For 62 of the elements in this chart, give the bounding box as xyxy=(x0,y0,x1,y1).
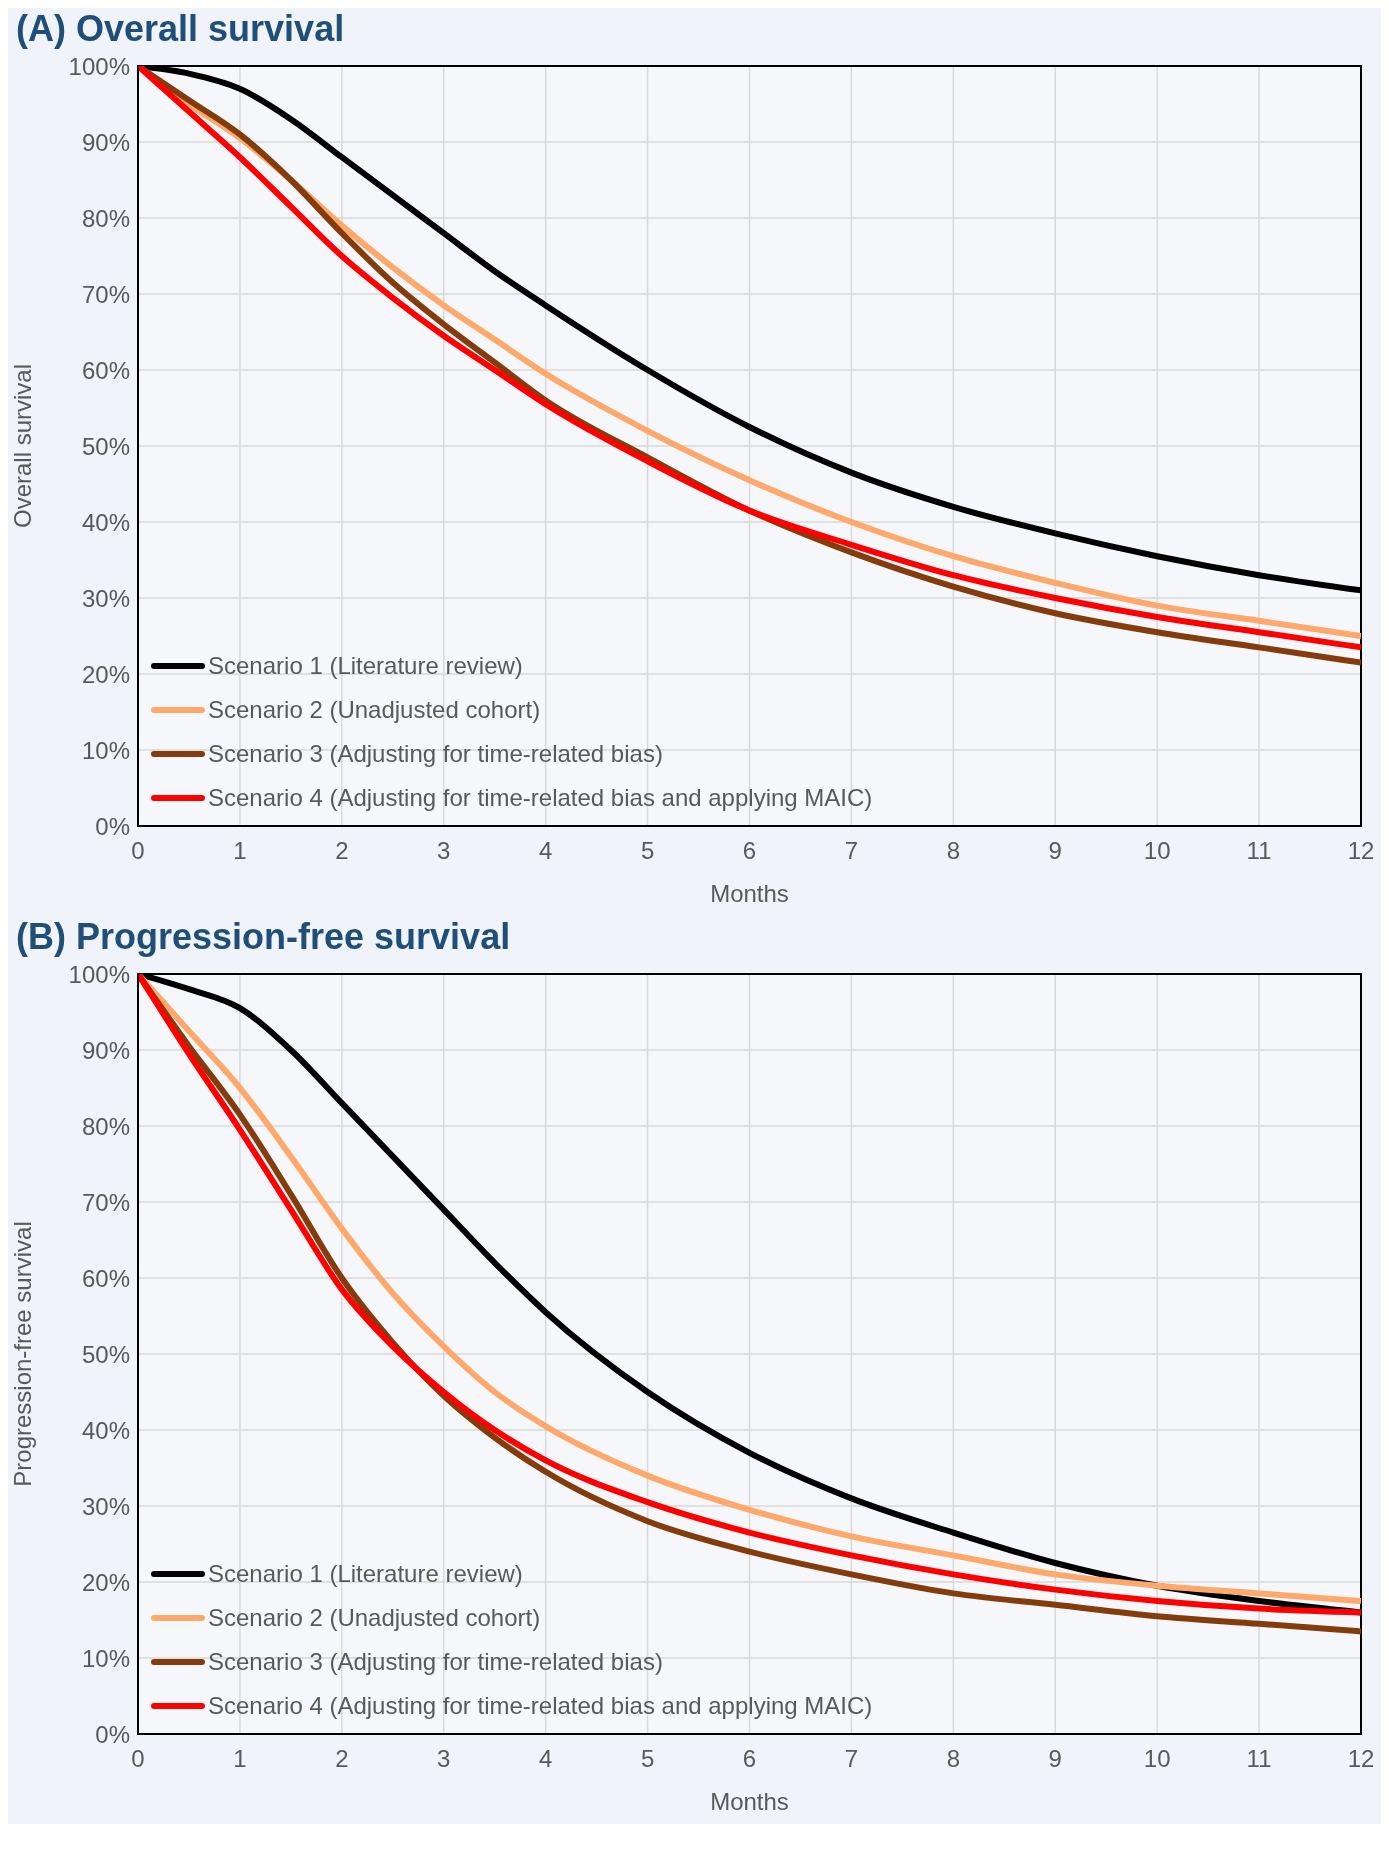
x-tick-label: 9 xyxy=(1048,837,1062,865)
y-tick-label: 30% xyxy=(81,584,130,612)
legend-label: Scenario 3 (Adjusting for time-related bias) xyxy=(208,739,663,769)
y-tick-label: 100% xyxy=(68,52,130,80)
y-tick-label: 100% xyxy=(68,960,130,988)
x-tick-label: 2 xyxy=(335,1745,349,1773)
y-tick-label: 70% xyxy=(81,1188,130,1216)
x-tick-label: 6 xyxy=(742,1745,757,1773)
y-axis-title: Overall survival xyxy=(8,363,36,529)
y-tick-label: 90% xyxy=(81,128,130,156)
y-tick-label: 60% xyxy=(81,1264,130,1292)
legend-label: Scenario 3 (Adjusting for time-related bias) xyxy=(208,1647,663,1677)
x-tick-label: 12 xyxy=(1347,837,1375,865)
y-tick-label: 30% xyxy=(81,1492,130,1520)
x-tick-label: 10 xyxy=(1143,1745,1171,1773)
x-tick-label: 4 xyxy=(538,837,553,865)
x-tick-label: 9 xyxy=(1048,1745,1062,1773)
x-tick-label: 5 xyxy=(640,1745,655,1773)
x-tick-label: 11 xyxy=(1246,1745,1272,1773)
x-tick-label: 3 xyxy=(437,1745,451,1773)
y-tick-label: 40% xyxy=(81,508,130,536)
y-tick-label: 80% xyxy=(81,1112,130,1140)
legend-label: Scenario 1 (Literature review) xyxy=(208,1559,523,1589)
y-tick-label: 0% xyxy=(95,812,130,840)
chart-title: (A) Overall survival xyxy=(16,8,345,49)
x-axis-title: Months xyxy=(710,880,789,907)
x-tick-label: 8 xyxy=(946,1745,961,1773)
y-tick-label: 10% xyxy=(81,1644,130,1672)
legend-label: Scenario 1 (Literature review) xyxy=(208,651,523,681)
legend-label: Scenario 4 (Adjusting for time-related bias and applying MAIC) xyxy=(208,783,873,813)
x-tick-label: 4 xyxy=(538,1745,553,1773)
y-tick-label: 10% xyxy=(81,736,130,764)
x-tick-label: 1 xyxy=(233,837,247,865)
x-axis-title: Months xyxy=(710,1788,789,1815)
y-tick-label: 80% xyxy=(81,204,130,232)
x-tick-label: 5 xyxy=(640,837,655,865)
legend-label: Scenario 2 (Unadjusted cohort) xyxy=(208,1603,541,1633)
x-tick-label: 12 xyxy=(1347,1745,1375,1773)
x-tick-label: 11 xyxy=(1246,837,1272,865)
x-tick-label: 3 xyxy=(437,837,451,865)
x-tick-label: 8 xyxy=(946,837,961,865)
legend-label: Scenario 2 (Unadjusted cohort) xyxy=(208,695,541,725)
y-tick-label: 50% xyxy=(81,432,130,460)
x-tick-label: 7 xyxy=(844,1745,859,1773)
y-tick-label: 20% xyxy=(81,660,130,688)
x-tick-label: 0 xyxy=(131,837,145,865)
y-tick-label: 70% xyxy=(81,280,130,308)
x-tick-label: 0 xyxy=(131,1745,145,1773)
y-tick-label: 90% xyxy=(81,1036,130,1064)
y-tick-label: 0% xyxy=(95,1720,130,1748)
x-tick-label: 2 xyxy=(335,837,349,865)
y-tick-label: 40% xyxy=(81,1416,130,1444)
x-tick-label: 1 xyxy=(233,1745,247,1773)
x-tick-label: 10 xyxy=(1143,837,1171,865)
chart-title: (B) Progression-free survival xyxy=(16,916,511,957)
y-tick-label: 20% xyxy=(81,1568,130,1596)
x-tick-label: 6 xyxy=(742,837,757,865)
y-tick-label: 50% xyxy=(81,1340,130,1368)
y-tick-label: 60% xyxy=(81,356,130,384)
x-tick-label: 7 xyxy=(844,837,859,865)
y-axis-title: Progression-free survival xyxy=(8,1221,36,1487)
legend-label: Scenario 4 (Adjusting for time-related bias and applying MAIC) xyxy=(208,1691,873,1721)
